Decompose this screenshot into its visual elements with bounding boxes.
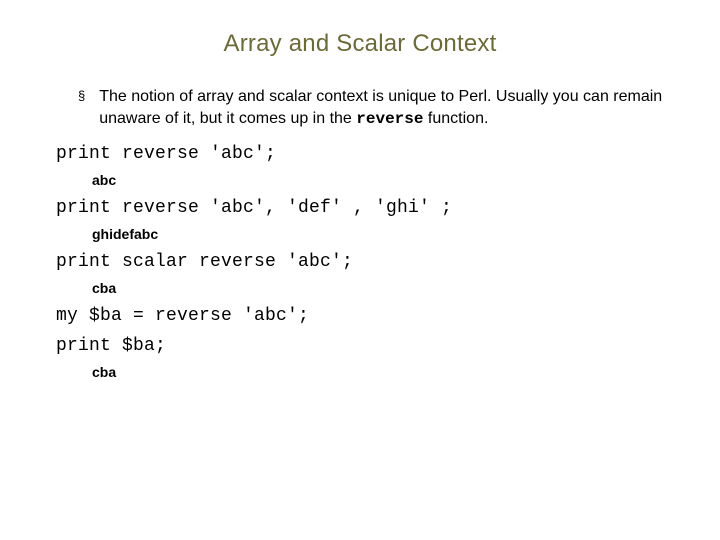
bullet-item: § The notion of array and scalar context… (50, 86, 670, 130)
code-line: my $ba = reverse 'abc'; (50, 306, 670, 326)
code-line: print reverse 'abc'; (50, 144, 670, 164)
bullet-text: The notion of array and scalar context i… (99, 86, 670, 130)
code-line: print reverse 'abc', 'def' , 'ghi' ; (50, 198, 670, 218)
bullet-mono-word: reverse (356, 110, 423, 128)
output-line: cba (50, 364, 670, 380)
code-line: print scalar reverse 'abc'; (50, 252, 670, 272)
bullet-marker: § (78, 86, 85, 106)
output-line: abc (50, 172, 670, 188)
output-line: cba (50, 280, 670, 296)
bullet-text-after: function. (423, 110, 488, 127)
code-line: print $ba; (50, 336, 670, 356)
output-line: ghidefabc (50, 226, 670, 242)
slide-title: Array and Scalar Context (50, 30, 670, 58)
